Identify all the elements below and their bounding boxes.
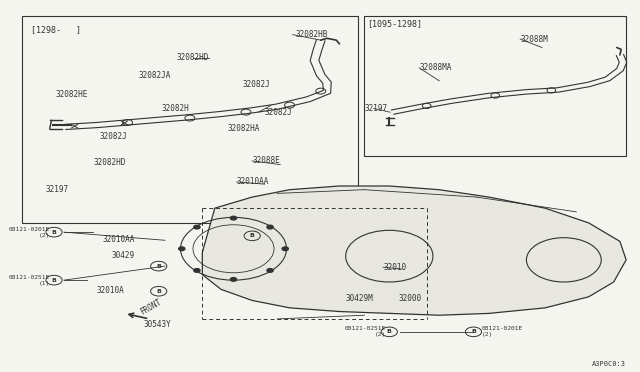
Circle shape (267, 269, 273, 272)
Text: 32082JA: 32082JA (139, 71, 171, 80)
Text: B: B (387, 329, 392, 334)
Circle shape (230, 278, 237, 281)
Text: 32082HA: 32082HA (227, 124, 260, 133)
Text: B: B (156, 264, 161, 269)
Circle shape (179, 247, 185, 251)
Circle shape (267, 225, 273, 229)
Text: B: B (471, 329, 476, 334)
Text: [1095-1298]: [1095-1298] (367, 19, 422, 28)
Text: 32082HB: 32082HB (296, 30, 328, 39)
Text: 32082J: 32082J (99, 132, 127, 141)
Text: A3P0C0:3: A3P0C0:3 (592, 361, 626, 367)
Text: 32082HD: 32082HD (93, 157, 125, 167)
Text: 32010AA: 32010AA (237, 177, 269, 186)
Text: 32082J: 32082J (265, 108, 292, 117)
Text: 30543Y: 30543Y (143, 320, 171, 328)
Text: 32010AA: 32010AA (102, 235, 135, 244)
Circle shape (282, 247, 289, 251)
Text: 32082HD: 32082HD (177, 53, 209, 62)
Text: FRONT: FRONT (139, 298, 163, 317)
Text: B: B (52, 230, 56, 235)
Circle shape (194, 225, 200, 229)
Circle shape (230, 216, 237, 220)
Text: 32082H: 32082H (162, 104, 189, 113)
Text: 08121-0251E
(1): 08121-0251E (1) (8, 275, 50, 286)
Text: 32010: 32010 (383, 263, 406, 272)
Text: 30429M: 30429M (346, 294, 373, 303)
Text: 32197: 32197 (45, 185, 68, 194)
Text: 32088E: 32088E (252, 156, 280, 166)
Text: 32082J: 32082J (243, 80, 271, 89)
Text: 30429: 30429 (112, 251, 135, 260)
Bar (22, 16, 358, 223)
Text: 08121-0201E
(2): 08121-0201E (2) (481, 327, 523, 337)
Polygon shape (202, 186, 626, 315)
Text: 32197: 32197 (364, 104, 387, 113)
Text: [1298-   ]: [1298- ] (31, 25, 81, 34)
Text: 32088MA: 32088MA (419, 63, 452, 72)
Text: 32088M: 32088M (520, 35, 548, 44)
Circle shape (194, 269, 200, 272)
Text: B: B (250, 233, 255, 238)
Bar (364, 16, 626, 157)
Text: 08121-0251E
(2): 08121-0251E (2) (345, 327, 386, 337)
Text: 32082HE: 32082HE (56, 90, 88, 99)
Text: 08121-0201E
(2): 08121-0201E (2) (8, 227, 50, 238)
Text: B: B (156, 289, 161, 294)
Text: 32000: 32000 (399, 294, 422, 303)
Text: B: B (52, 278, 56, 283)
Text: 32010A: 32010A (97, 286, 124, 295)
